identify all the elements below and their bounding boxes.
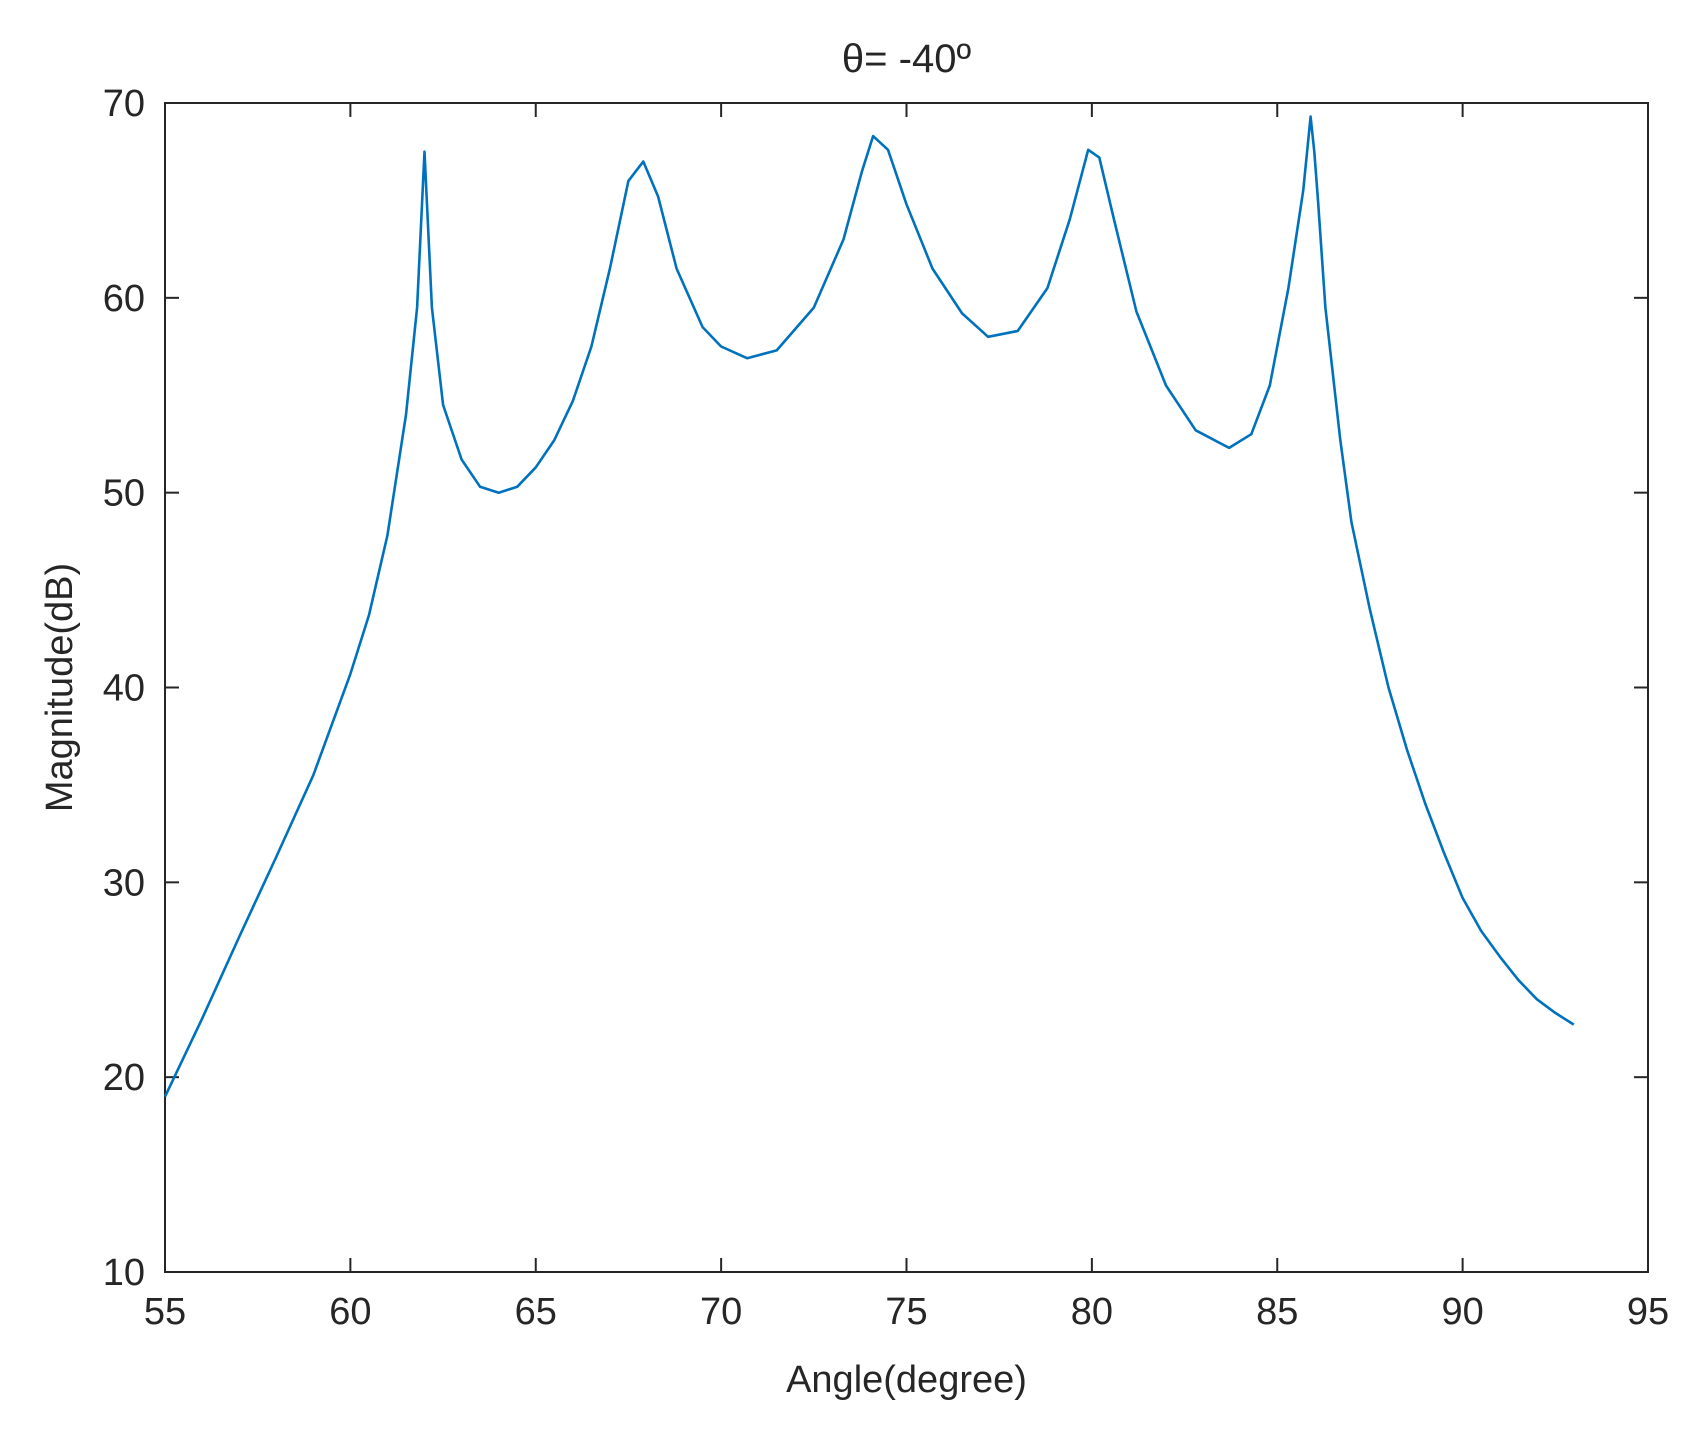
x-tick-label: 85 bbox=[1256, 1291, 1298, 1333]
y-tick-label: 20 bbox=[103, 1057, 145, 1099]
axis-tick-labels: 55 60 65 70 75 80 85 90 95 10 20 30 40 50 60 70 bbox=[103, 83, 1669, 1333]
y-tick-label: 60 bbox=[103, 278, 145, 320]
y-tick-label: 70 bbox=[103, 83, 145, 125]
x-tick-label: 80 bbox=[1071, 1291, 1113, 1333]
x-tick-label: 90 bbox=[1441, 1291, 1483, 1333]
x-axis-label: Angle(degree) bbox=[786, 1359, 1027, 1401]
y-tick-label: 30 bbox=[103, 862, 145, 904]
y-tick-label: 10 bbox=[103, 1252, 145, 1294]
chart-title: θ= -40º bbox=[842, 37, 972, 81]
axis-ticks bbox=[164, 102, 1649, 1273]
series-line-magnitude bbox=[163, 115, 1575, 1098]
x-tick-label: 55 bbox=[144, 1291, 186, 1333]
plot-area-frame bbox=[164, 102, 1649, 1273]
y-axis-label: Magnitude(dB) bbox=[39, 563, 81, 812]
x-tick-label: 60 bbox=[329, 1291, 371, 1333]
x-tick-label: 75 bbox=[885, 1291, 927, 1333]
x-tick-label: 95 bbox=[1627, 1291, 1669, 1333]
x-tick-label: 65 bbox=[515, 1291, 557, 1333]
y-tick-label: 50 bbox=[103, 473, 145, 515]
x-tick-label: 70 bbox=[700, 1291, 742, 1333]
y-tick-label: 40 bbox=[103, 668, 145, 710]
